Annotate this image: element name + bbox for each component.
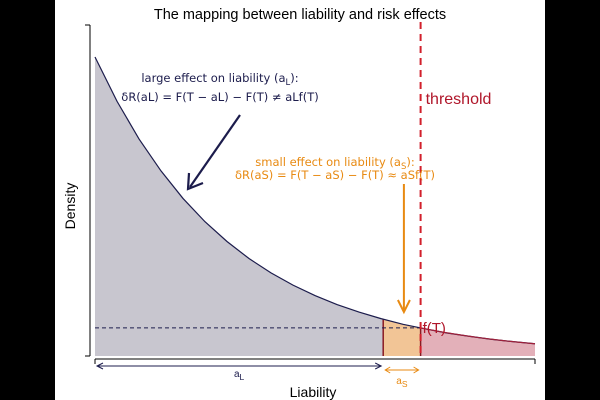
- a-s-arrowhead-left: [384, 366, 391, 374]
- small-effect-formula: δR(aS) = F(T − aS) − F(T) ≈ aSf(T): [235, 168, 435, 182]
- a-s-label: aS: [396, 376, 408, 389]
- large-effect-heading: large effect on liability (aL):: [141, 71, 298, 88]
- chart-title: The mapping between liability and risk e…: [154, 7, 446, 23]
- area-right-tail: [420, 327, 535, 356]
- large-effect-formula: δR(aL) = F(T − aL) − F(T) ≠ aLf(T): [121, 90, 318, 104]
- area-left: [95, 57, 384, 356]
- large-effect-arrow: [189, 114, 241, 188]
- a-s-arrowhead-right: [413, 366, 420, 374]
- density-curve-tail: [420, 327, 536, 345]
- small-effect-heading: small effect on liability (aS):: [255, 155, 414, 172]
- threshold-label: threshold: [426, 91, 492, 108]
- a-l-arrowhead-right: [374, 362, 383, 370]
- y-axis-label: Density: [62, 183, 78, 230]
- small-effect-arrowhead: [397, 299, 411, 315]
- area-small-effect: [383, 319, 421, 356]
- chart-canvas: The mapping between liability and risk e…: [55, 0, 545, 400]
- chart: The mapping between liability and risk e…: [62, 7, 536, 400]
- a-l-arrowhead-left: [95, 362, 104, 370]
- a-l-label: aL: [234, 369, 245, 382]
- large-effect-arrowhead: [186, 172, 204, 191]
- x-axis-label: Liability: [290, 384, 337, 400]
- ft-label: f(T): [423, 320, 446, 337]
